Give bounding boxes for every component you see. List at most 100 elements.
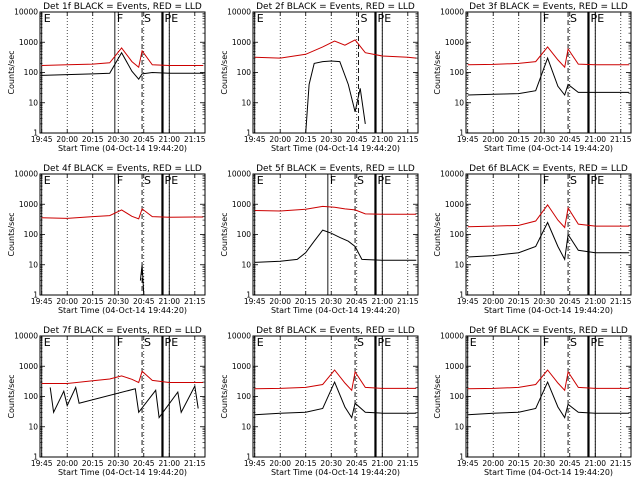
marker-label-E: E bbox=[171, 12, 178, 25]
x-tick-label: 20:00 bbox=[482, 297, 504, 306]
x-tick-label: 21:15 bbox=[610, 297, 632, 306]
y-tick-label: 100 bbox=[24, 392, 39, 401]
marker-label-P: P bbox=[164, 12, 171, 25]
lld-series-line bbox=[254, 369, 417, 392]
marker-label-P: P bbox=[590, 12, 597, 25]
y-tick-label: 10000 bbox=[227, 170, 251, 179]
marker-label-P: P bbox=[377, 174, 384, 187]
y-tick-label: 10000 bbox=[440, 8, 464, 17]
marker-label-E: E bbox=[44, 12, 51, 25]
marker-label-E: E bbox=[171, 174, 178, 187]
x-tick-label: 21:15 bbox=[184, 135, 206, 144]
y-axis-label: Counts/sec bbox=[220, 50, 229, 94]
x-axis-label: Start Time (04-Oct-14 19:44:20) bbox=[271, 144, 400, 153]
marker-label-P: P bbox=[377, 336, 384, 349]
x-axis-label: Start Time (04-Oct-14 19:44:20) bbox=[484, 144, 613, 153]
panel-title: Det 7f BLACK = Events, RED = LLD bbox=[43, 326, 202, 336]
y-tick-label: 100 bbox=[24, 230, 39, 239]
marker-label-S: S bbox=[357, 174, 364, 187]
events-series-line bbox=[41, 51, 204, 81]
marker-label-S: S bbox=[570, 174, 577, 187]
plot-frame bbox=[465, 335, 632, 458]
y-axis-label: Counts/sec bbox=[433, 374, 442, 418]
x-tick-label: 21:15 bbox=[610, 135, 632, 144]
events-series-line bbox=[254, 229, 417, 263]
y-tick-label: 10000 bbox=[14, 8, 38, 17]
x-tick-label: 20:30 bbox=[320, 297, 342, 306]
marker-label-P: P bbox=[590, 336, 597, 349]
panel-title: Det 6f BLACK = Events, RED = LLD bbox=[469, 164, 628, 174]
marker-label-S: S bbox=[360, 12, 367, 25]
marker-label-F: F bbox=[543, 12, 549, 25]
y-axis-label: Counts/sec bbox=[220, 374, 229, 418]
panel-title: Det 5f BLACK = Events, RED = LLD bbox=[256, 164, 415, 174]
y-axis-label: Counts/sec bbox=[433, 50, 442, 94]
panel-title: Det 4f BLACK = Events, RED = LLD bbox=[43, 164, 202, 174]
x-tick-label: 21:00 bbox=[584, 135, 606, 144]
x-tick-label: 21:15 bbox=[184, 459, 206, 468]
marker-label-P: P bbox=[377, 12, 384, 25]
y-tick-label: 10 bbox=[28, 422, 38, 431]
x-tick-label: 20:30 bbox=[320, 459, 342, 468]
y-tick-label: 100 bbox=[450, 392, 465, 401]
y-tick-label: 10 bbox=[241, 98, 251, 107]
y-tick-label: 10000 bbox=[440, 332, 464, 341]
x-tick-label: 20:15 bbox=[295, 297, 317, 306]
x-tick-label: 20:00 bbox=[56, 297, 78, 306]
x-tick-label: 20:00 bbox=[269, 135, 291, 144]
marker-label-S: S bbox=[144, 336, 151, 349]
x-tick-label: 19:45 bbox=[457, 135, 479, 144]
marker-label-E: E bbox=[44, 174, 51, 187]
x-tick-label: 19:45 bbox=[244, 459, 266, 468]
lld-series-line bbox=[254, 205, 417, 215]
y-tick-label: 10 bbox=[454, 422, 464, 431]
panel-title: Det 1f BLACK = Events, RED = LLD bbox=[43, 2, 202, 12]
x-tick-label: 20:30 bbox=[107, 297, 129, 306]
x-tick-label: 21:15 bbox=[610, 459, 632, 468]
panel-title: Det 2f BLACK = Events, RED = LLD bbox=[256, 2, 415, 12]
marker-label-E: E bbox=[257, 12, 264, 25]
y-axis-label: Counts/sec bbox=[7, 374, 16, 418]
events-series-line bbox=[467, 56, 630, 97]
y-tick-label: 1000 bbox=[19, 200, 38, 209]
y-tick-label: 1000 bbox=[445, 38, 464, 47]
lld-series-line bbox=[467, 369, 630, 392]
events-series-line bbox=[467, 380, 630, 419]
x-tick-label: 20:00 bbox=[269, 297, 291, 306]
y-tick-label: 100 bbox=[237, 392, 252, 401]
events-series-line bbox=[139, 264, 145, 296]
x-tick-label: 20:30 bbox=[533, 459, 555, 468]
y-tick-label: 1 bbox=[459, 453, 464, 462]
y-tick-label: 10 bbox=[454, 260, 464, 269]
marker-label-P: P bbox=[164, 174, 171, 187]
marker-label-S: S bbox=[144, 12, 151, 25]
y-axis-label: Counts/sec bbox=[433, 212, 442, 256]
y-tick-label: 1 bbox=[246, 129, 251, 138]
plot-frame bbox=[252, 173, 419, 296]
marker-label-E: E bbox=[597, 12, 604, 25]
x-tick-label: 21:00 bbox=[584, 459, 606, 468]
events-series-line bbox=[49, 384, 199, 419]
y-tick-label: 1000 bbox=[19, 38, 38, 47]
x-tick-label: 21:00 bbox=[371, 459, 393, 468]
x-tick-label: 20:30 bbox=[107, 459, 129, 468]
x-tick-label: 20:15 bbox=[82, 135, 104, 144]
y-tick-label: 1 bbox=[33, 291, 38, 300]
y-tick-label: 100 bbox=[237, 68, 252, 77]
x-tick-label: 20:00 bbox=[482, 135, 504, 144]
plot-frame bbox=[252, 335, 419, 458]
panel-title: Det 3f BLACK = Events, RED = LLD bbox=[469, 2, 628, 12]
x-tick-label: 20:15 bbox=[508, 297, 530, 306]
x-tick-label: 21:00 bbox=[158, 297, 180, 306]
marker-label-F: F bbox=[117, 12, 123, 25]
y-tick-label: 1000 bbox=[232, 38, 251, 47]
y-tick-label: 10 bbox=[241, 260, 251, 269]
events-series-line bbox=[254, 380, 417, 419]
x-tick-label: 21:00 bbox=[584, 297, 606, 306]
lld-series-line bbox=[467, 204, 630, 229]
